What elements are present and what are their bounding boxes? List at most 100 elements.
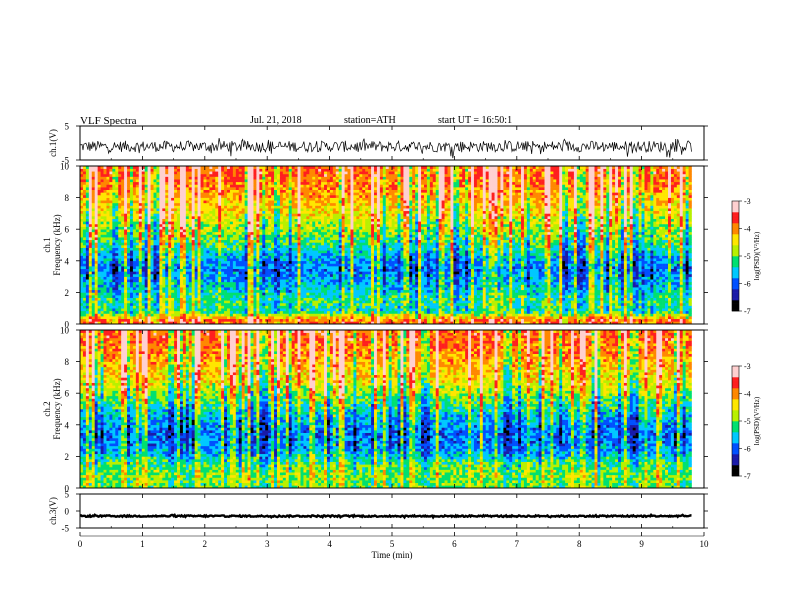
spectrogram-cell [568,300,572,304]
spectrogram-cell [97,284,101,288]
spectrogram-cell [615,310,619,314]
spectrogram-cell [294,318,298,322]
spectrogram-cell [644,295,648,298]
spectrogram-cell [250,287,254,291]
spectrogram-cell [312,271,316,275]
spectrogram-cell [235,281,240,285]
spectrogram-cell [626,263,631,267]
spectrogram-cell [526,292,531,296]
spectrogram-cell [138,310,143,314]
spectrogram-cell [503,316,507,320]
spectrogram-cell [200,260,204,264]
spectrogram-cell [88,271,93,275]
spectrogram-cell [371,300,375,304]
spectrogram-cell [356,276,360,280]
spectrogram-cell [265,313,269,317]
spectrogram-cell [144,268,148,272]
spectrogram-cell [444,321,448,325]
spectrogram-cell [582,281,586,285]
spectrogram-cell [403,289,407,293]
spectrogram-cell [529,287,534,291]
spectrogram-cell [556,273,560,277]
spectrogram-cell [368,281,372,285]
spectrogram-cell [421,284,425,288]
spectrogram-cell [303,279,307,283]
spectrogram-cell [279,310,284,314]
spectrogram-cell [318,295,322,298]
spectrogram-cell [371,305,375,309]
spectrogram-cell [241,310,245,314]
spectrogram-cell [515,310,519,314]
spectrogram-cell [80,279,84,283]
spectrogram-cell [271,318,275,322]
spectrogram-cell [647,273,651,277]
spectrogram-cell [268,295,272,298]
spectrogram-cell [603,279,607,283]
spectrogram-cell [106,297,110,301]
spectrogram-cell [127,260,131,264]
spectrogram-cell [274,310,278,314]
spectrogram-cell [194,295,198,298]
spectrogram-cell [503,273,507,277]
spectrogram-cell [374,268,378,272]
spectrogram-cell [568,268,572,272]
spectrogram-cell [197,305,201,309]
spectrogram-cell [188,313,193,317]
spectrogram-cell [329,300,334,304]
spectrogram-cell [447,281,451,285]
spectrogram-cell [541,308,545,312]
spectrogram-cell [147,302,151,306]
spectrogram-cell [673,308,678,312]
spectrogram-cell [438,271,442,275]
spectrogram-cell [685,302,689,306]
spectrogram-cell [506,279,510,283]
spectrogram-cell [662,271,666,275]
spectrogram-cell [191,284,195,288]
spectrogram-cell [312,300,316,304]
spectrogram-cell [274,279,278,283]
spectrogram-cell [391,302,395,306]
spectrogram-cell [579,305,584,309]
spectrogram-cell [374,279,378,283]
spectrogram-cell [421,263,425,267]
spectrogram-cell [441,308,445,312]
spectrogram-cell [468,308,472,312]
spectrogram-cell [515,260,519,264]
spectrogram-cell [656,273,660,277]
spectrogram-cell [224,305,228,309]
spectrogram-cell [191,318,195,322]
spectrogram-cell [376,300,381,304]
spectrogram-cell [400,300,404,304]
spectrogram-cell [356,295,360,298]
spectrogram-cell [206,287,210,291]
spectrogram-cell [200,287,204,291]
spectrogram-cell [441,305,445,309]
spectrogram-cell [132,295,137,298]
spectrogram-cell [138,316,143,320]
spectrogram-cell [535,310,539,314]
spectrogram-cell [256,281,260,285]
spectrogram-cell [262,276,266,280]
spectrogram-cell [88,276,93,280]
spectrogram-cell [294,310,298,314]
spectrogram-cell [127,313,131,317]
spectrogram-cell [171,318,175,322]
spectrogram-cell [626,284,631,288]
spectrogram-cell [156,305,160,309]
spectrogram-cell [97,276,101,280]
spectrogram-cell [409,271,413,275]
spectrogram-cell [297,308,301,312]
spectrogram-cell [412,287,416,291]
spectrogram-cell [80,310,84,314]
spectrogram-cell [635,305,639,309]
spectrogram-cell [285,271,290,275]
spectrogram-cell [494,297,498,301]
spectrogram-cell [650,297,654,301]
spectrogram-cell [650,289,654,293]
spectrogram-cell [635,310,639,314]
spectrogram-cell [409,297,413,301]
spectrogram-cell [618,316,622,320]
spectrogram-cell [553,260,557,264]
spectrogram-cell [662,276,666,280]
spectrogram-cell [191,271,195,275]
